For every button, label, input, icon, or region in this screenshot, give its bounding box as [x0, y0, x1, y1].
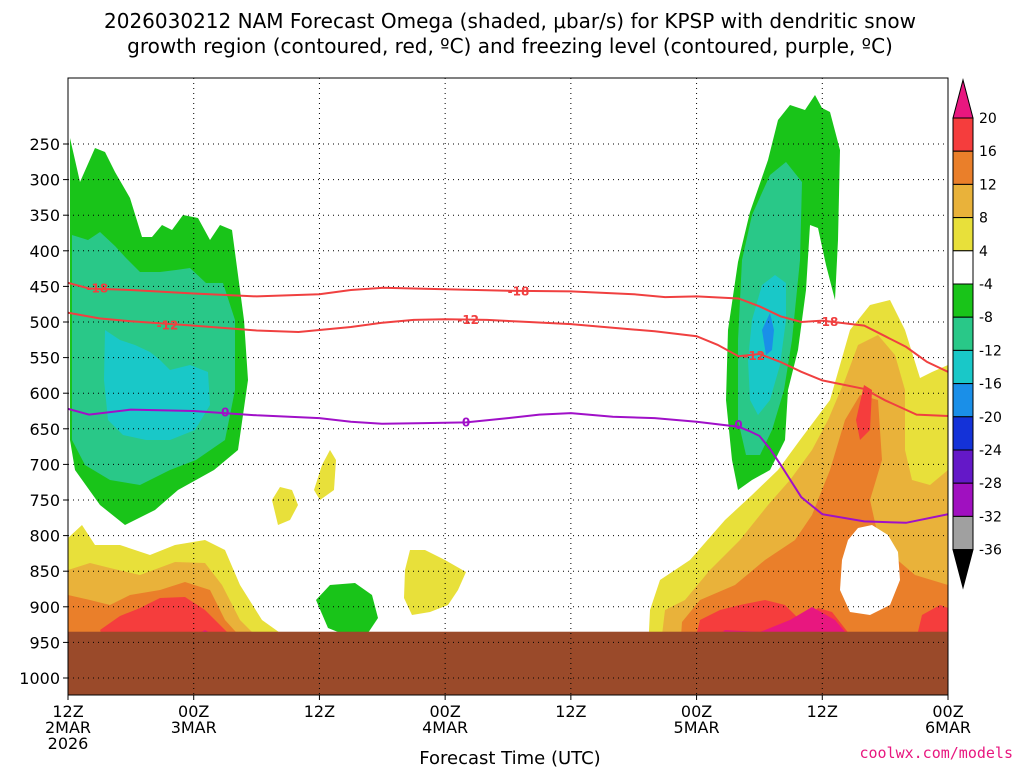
x-tick-label: 3MAR [171, 718, 217, 737]
colorbar: 20 16 12 8 4 -4 -8 -12 -16 -20 -24 -28 -32 -36 [952, 78, 1002, 590]
colorbar-swatch [952, 150, 974, 185]
y-tick-label: 500 [29, 313, 60, 332]
contour-label: -18 [817, 315, 839, 329]
x-tick-label: 12Z [555, 702, 586, 721]
colorbar-label: 4 [979, 244, 988, 260]
dgz-contour-minus18 [68, 281, 948, 373]
colorbar-label: -16 [979, 377, 1002, 393]
colorbar-swatch [952, 117, 974, 152]
colorbar-label: -32 [979, 509, 1002, 525]
ground-below-surface [68, 631, 948, 695]
colorbar-swatch [952, 217, 974, 252]
colorbar-label: -24 [979, 443, 1002, 459]
colorbar-label: -36 [979, 543, 1002, 559]
contour-label: -12 [457, 313, 479, 327]
y-tick-label: 350 [29, 206, 60, 225]
contour-label: 0 [221, 405, 229, 419]
chart-title-line1: 2026030212 NAM Forecast Omega (shaded, μ… [104, 9, 916, 33]
y-tick-label: 900 [29, 598, 60, 617]
y-tick-label: 750 [29, 491, 60, 510]
y-tick-label: 1000 [19, 669, 60, 688]
y-tick-label: 850 [29, 562, 60, 581]
y-tick-label: 300 [29, 171, 60, 190]
y-tick-label: 600 [29, 384, 60, 403]
colorbar-swatch [952, 383, 974, 418]
colorbar-swatch [952, 349, 974, 385]
x-axis-title: Forecast Time (UTC) [419, 748, 600, 768]
colorbar-label: -12 [979, 343, 1002, 359]
contour-label: 0 [734, 418, 742, 432]
contour-lines [68, 281, 948, 524]
omega-region-pocket-d [404, 550, 466, 615]
colorbar-swatch [952, 183, 974, 219]
colorbar-label: -8 [979, 310, 993, 326]
credit-text: coolwx.com/models [859, 744, 1013, 762]
omega-region-pocket-c [316, 583, 378, 636]
colorbar-label: -4 [979, 277, 993, 293]
x-tick-label: 2MAR [45, 718, 91, 737]
colorbar-swatch [952, 283, 974, 318]
omega-region-pocket-a [272, 487, 298, 525]
contour-label: -18 [508, 284, 530, 298]
colorbar-label: -28 [979, 476, 1002, 492]
colorbar-label: 20 [979, 111, 997, 127]
chart-title-line2: growth region (contoured, red, ºC) and f… [127, 34, 893, 58]
contour-label: -18 [86, 282, 108, 296]
colorbar-label: 12 [979, 177, 997, 193]
dgz-contour-minus12 [68, 311, 948, 417]
contour-label: 0 [462, 415, 470, 429]
contour-labels: -18 -18 -18 -12 -12 -12 0 0 0 [86, 282, 839, 433]
x-tick-label: 00Z [932, 702, 963, 721]
omega-region-left-16 [104, 330, 210, 440]
contour-label: -12 [157, 319, 179, 333]
omega-shading [68, 95, 948, 695]
y-tick-label: 650 [29, 420, 60, 439]
colorbar-label: 8 [979, 211, 988, 227]
y-tick-label: 450 [29, 277, 60, 296]
colorbar-arrow-top [952, 78, 974, 119]
omega-region-lowright-16c [856, 385, 872, 440]
y-tick-label: 950 [29, 633, 60, 652]
x-tick-label: 00Z [429, 702, 460, 721]
colorbar-label: -20 [979, 410, 1002, 426]
x-tick-label: 00Z [681, 702, 712, 721]
freezing-level-contour [68, 407, 948, 524]
omega-region-lowright-hole [840, 525, 900, 615]
x-tick-label: 5MAR [674, 718, 720, 737]
y-tick-label: 800 [29, 527, 60, 546]
x-tick-label: 12Z [304, 702, 335, 721]
colorbar-swatch [952, 482, 974, 517]
colorbar-swatch [952, 449, 974, 484]
colorbar-label: 16 [979, 144, 997, 160]
x-tick-label: 4MAR [422, 718, 468, 737]
contour-label: -12 [743, 349, 765, 363]
omega-region-pocket-b [314, 450, 336, 500]
omega-region-right-20 [762, 313, 774, 355]
plot-grid [67, 78, 949, 695]
y-tick-label: 550 [29, 349, 60, 368]
y-axis: 250 300 350 400 450 500 550 600 650 700 750 800 850 9… [19, 135, 68, 688]
y-tick-label: 700 [29, 455, 60, 474]
colorbar-swatch [952, 250, 974, 285]
x-tick-label: 12Z [807, 702, 838, 721]
plot-frame [67, 77, 949, 696]
colorbar-swatch [952, 416, 974, 451]
x-tick-label: 00Z [178, 702, 209, 721]
x-tick-label: 6MAR [925, 718, 971, 737]
x-tick-label: 12Z [52, 702, 83, 721]
colorbar-arrow-bottom [952, 549, 974, 590]
colorbar-swatch [952, 316, 974, 351]
colorbar-swatch [952, 515, 974, 551]
y-tick-label: 400 [29, 242, 60, 261]
y-tick-label: 250 [29, 135, 60, 154]
x-tick-label: 2026 [48, 734, 89, 753]
